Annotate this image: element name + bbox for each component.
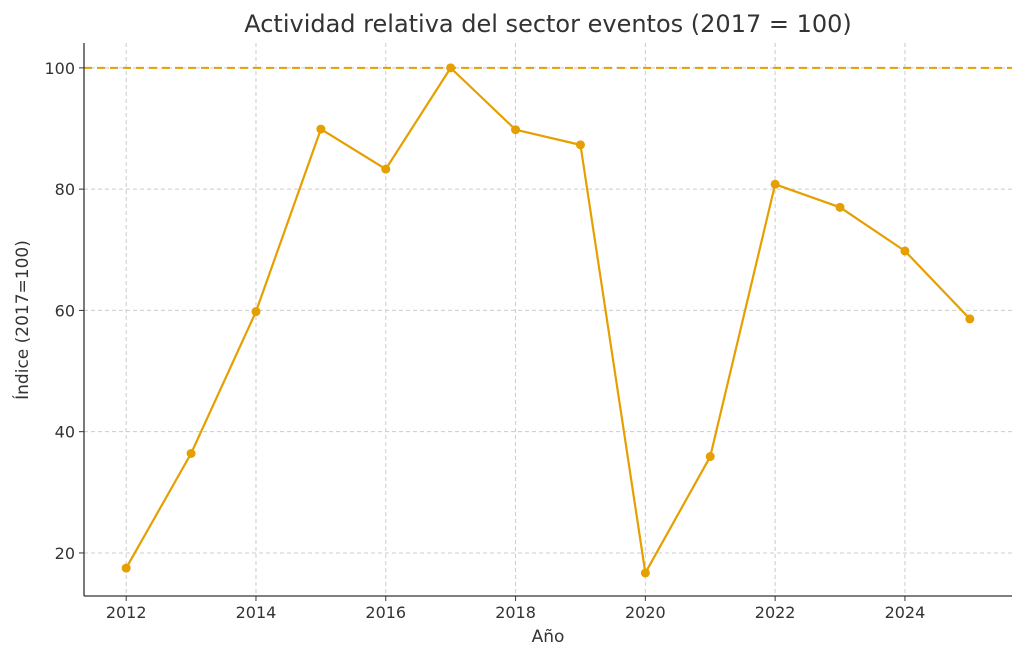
- data-point: [251, 307, 261, 317]
- grid-lines: [84, 43, 1012, 596]
- data-point: [381, 164, 391, 174]
- x-tick-label: 2014: [236, 603, 277, 622]
- x-axis-label: Año: [532, 627, 565, 647]
- y-tick-label: 80: [55, 180, 75, 199]
- y-axis-ticks: 20 40 60 80 100: [44, 59, 84, 563]
- y-axis-label: Índice (2017=100): [11, 240, 33, 400]
- data-point: [835, 202, 845, 212]
- data-point: [705, 452, 715, 462]
- data-point: [640, 568, 650, 578]
- x-tick-label: 2012: [106, 603, 147, 622]
- data-point: [965, 314, 975, 324]
- x-tick-label: 2022: [755, 603, 796, 622]
- x-tick-label: 2018: [495, 603, 536, 622]
- data-point: [770, 179, 780, 189]
- data-series: [121, 63, 975, 578]
- y-tick-label: 20: [55, 544, 75, 563]
- data-point: [511, 125, 521, 135]
- data-point: [900, 246, 910, 256]
- y-tick-label: 60: [55, 301, 75, 320]
- chart-title: Actividad relativa del sector eventos (2…: [244, 10, 852, 38]
- data-point: [121, 563, 131, 573]
- x-tick-label: 2024: [885, 603, 926, 622]
- y-tick-label: 100: [44, 59, 75, 78]
- data-point: [575, 140, 585, 150]
- data-point: [186, 449, 196, 459]
- y-tick-label: 40: [55, 423, 75, 442]
- data-point: [446, 63, 456, 73]
- axes: [83, 43, 1012, 597]
- x-tick-label: 2016: [365, 603, 406, 622]
- x-axis-ticks: 2012 2014 2016 2018 2020 2022 2024: [106, 596, 925, 622]
- data-point: [316, 124, 326, 134]
- x-tick-label: 2020: [625, 603, 666, 622]
